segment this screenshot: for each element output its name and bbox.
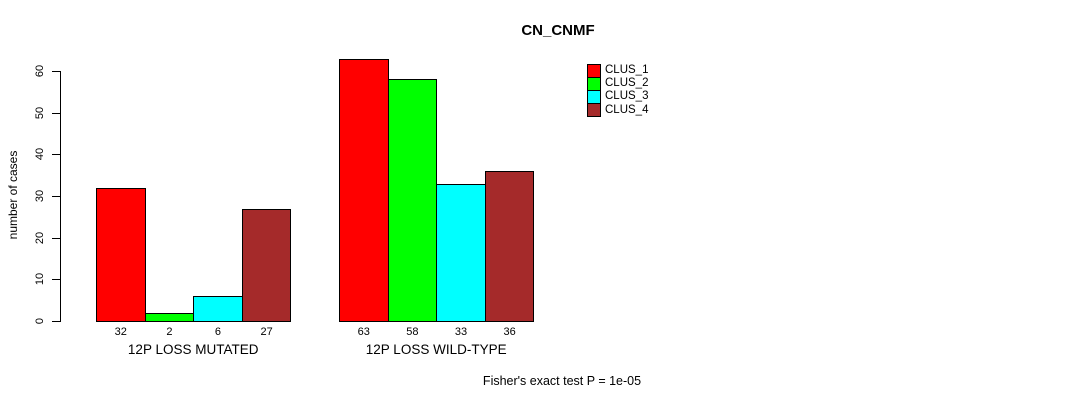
y-tick-mark (52, 154, 60, 156)
y-axis-line (60, 71, 61, 322)
bar-clus_1-group1 (96, 187, 146, 322)
bar-value-label: 63 (357, 326, 370, 338)
stat-annotation: Fisher's exact test P = 1e-05 (482, 374, 642, 388)
y-tick-label: 10 (34, 273, 46, 286)
y-tick-label: 60 (34, 64, 46, 78)
bar-clus_4-group1 (241, 208, 292, 322)
y-tick-mark (52, 71, 60, 72)
y-tick-mark (52, 321, 60, 322)
bar-value-label: 58 (406, 326, 419, 338)
legend: CLUS_1 CLUS_2 CLUS_3 CLUS_4 (587, 63, 649, 118)
legend-label: CLUS_4 (605, 103, 649, 116)
legend-label: CLUS_2 (605, 77, 649, 90)
legend-label: CLUS_1 (605, 64, 649, 77)
y-tick-mark (52, 237, 60, 239)
bar-clus_3-group1 (193, 296, 243, 322)
bar-value-label: 32 (114, 326, 127, 338)
bar-clus_3-group2 (436, 183, 486, 322)
group-label: 12P LOSS MUTATED (127, 342, 259, 357)
y-tick-mark (52, 279, 60, 281)
y-tick-label: 50 (34, 106, 46, 119)
legend-swatch-clus_1 (587, 63, 601, 78)
legend-item-clus_2: CLUS_2 (587, 76, 649, 91)
y-tick-label: 30 (34, 189, 46, 203)
bar-clus_4-group2 (484, 171, 535, 322)
group-label: 12P LOSS WILD-TYPE (365, 342, 507, 357)
y-tick-mark (52, 112, 60, 114)
legend-swatch-clus_4 (587, 103, 601, 118)
legend-item-clus_1: CLUS_1 (587, 63, 649, 78)
bar-value-label: 27 (260, 326, 273, 338)
bar-clus_1-group2 (339, 58, 389, 322)
y-tick-label: 40 (34, 148, 46, 161)
y-tick-mark (52, 196, 60, 197)
y-tick-label: 20 (34, 231, 46, 244)
legend-item-clus_4: CLUS_4 (587, 103, 649, 118)
bar-value-label: 2 (166, 326, 173, 338)
legend-swatch-clus_2 (587, 76, 601, 91)
bar-value-label: 33 (454, 326, 468, 338)
legend-swatch-clus_3 (587, 89, 601, 104)
bar-value-label: 36 (503, 326, 516, 338)
bar-clus_2-group2 (387, 79, 438, 322)
bar-value-label: 6 (214, 326, 222, 338)
legend-label: CLUS_3 (605, 90, 649, 103)
chart-title: CN_CNMF (521, 22, 595, 39)
y-tick-label: 0 (34, 317, 46, 325)
bar-clus_2-group1 (144, 312, 195, 322)
legend-item-clus_3: CLUS_3 (587, 89, 649, 104)
y-axis-label: number of cases (6, 150, 20, 240)
